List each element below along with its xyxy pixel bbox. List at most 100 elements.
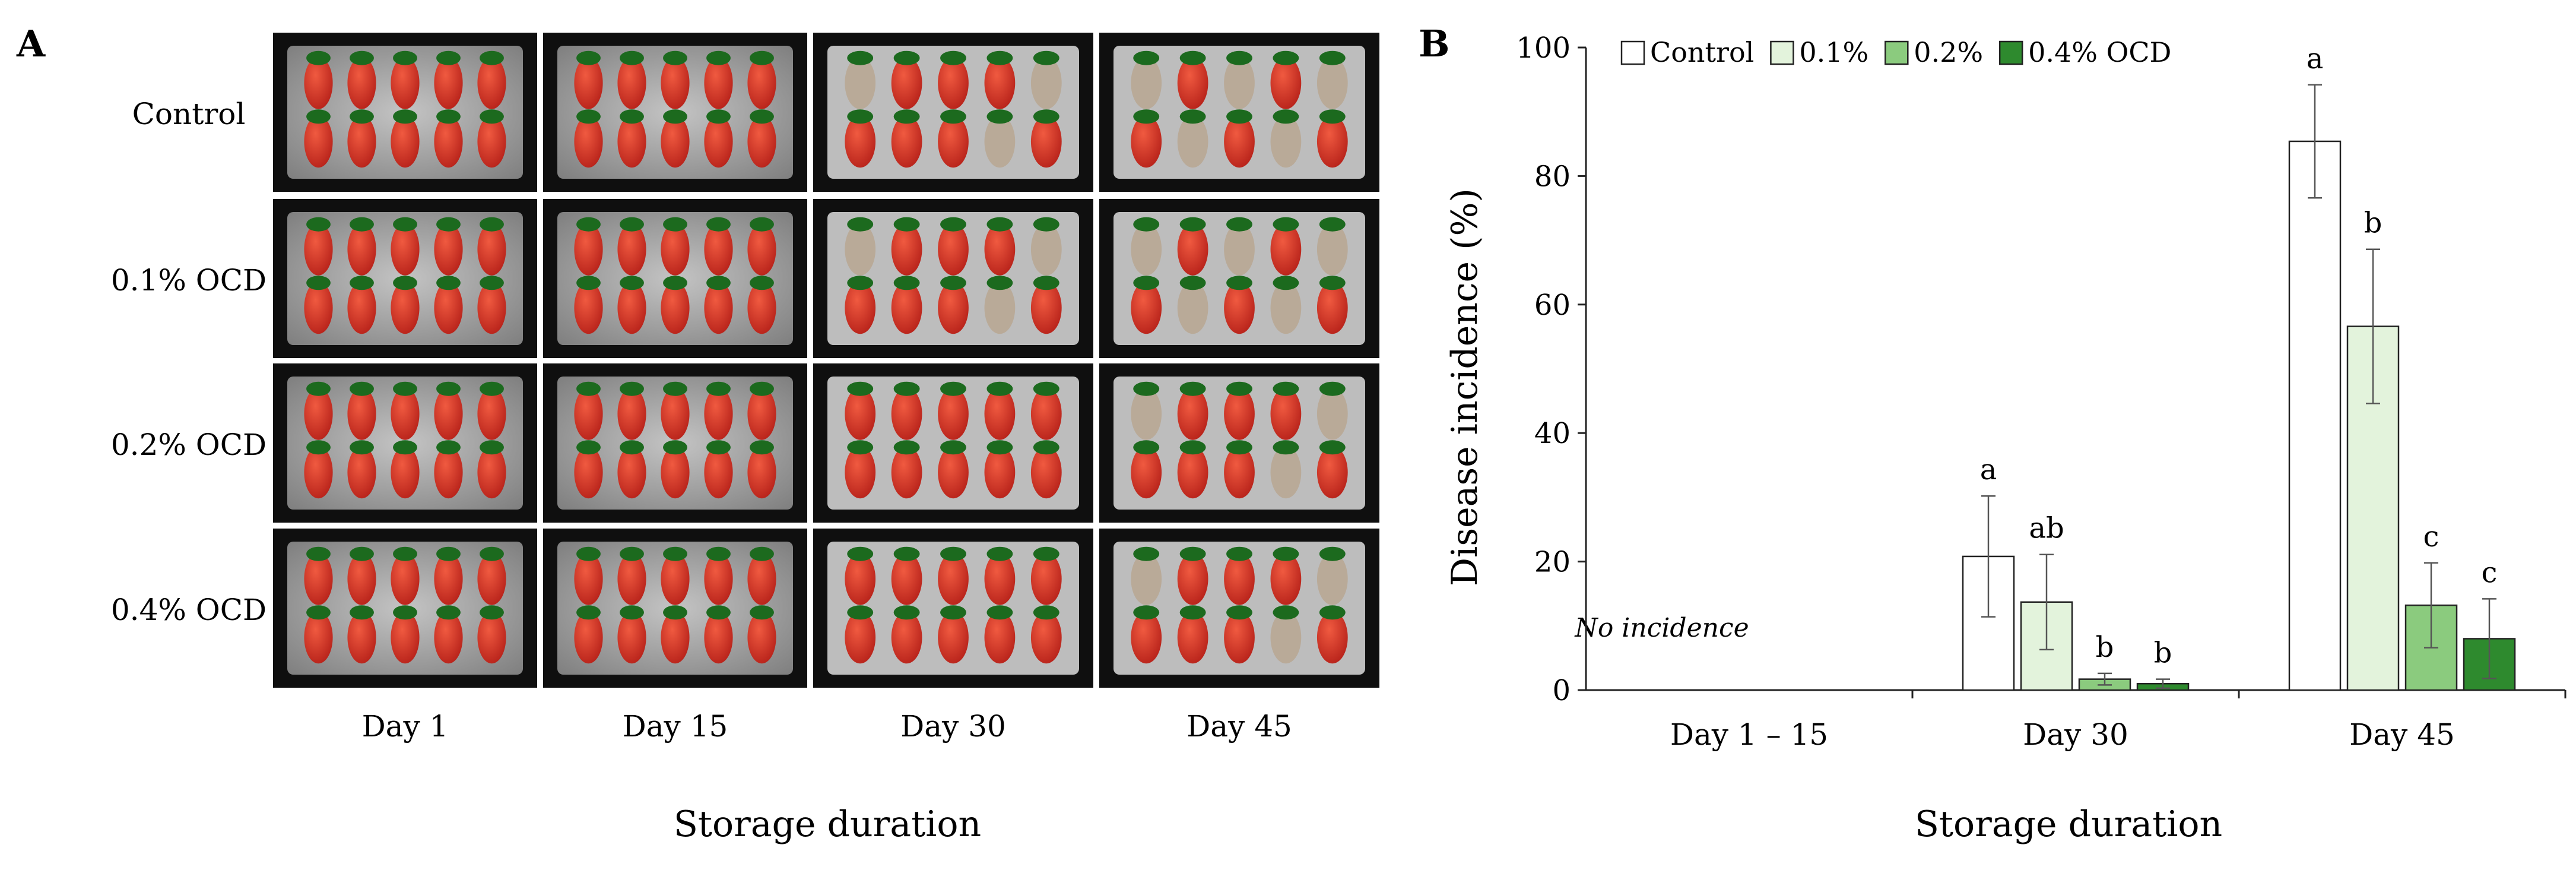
- strawberry-body: [574, 223, 603, 276]
- strawberry-body: [434, 387, 463, 440]
- legend-label: Control: [1650, 36, 1754, 68]
- strawberry-body: [304, 223, 333, 276]
- strawberry-calyx: [1179, 440, 1206, 455]
- strawberry: [1270, 381, 1302, 440]
- strawberry: [845, 605, 876, 664]
- strawberry-body: [1131, 387, 1162, 440]
- strawberry-body: [984, 281, 1016, 334]
- strawberry-calyx: [986, 217, 1013, 232]
- legend-swatch: [1770, 40, 1794, 65]
- strawberry-calyx: [1179, 217, 1206, 232]
- strawberry: [1270, 50, 1302, 109]
- strawberry-calyx: [663, 546, 687, 561]
- strawberry: [347, 276, 376, 334]
- strawberry-body: [1316, 281, 1348, 334]
- strawberry-calyx: [663, 605, 687, 620]
- strawberry: [661, 109, 690, 168]
- strawberry: [477, 276, 506, 334]
- strawberry-body: [1030, 611, 1062, 664]
- strawberry: [1131, 605, 1162, 664]
- strawberry: [938, 381, 969, 440]
- strawberry-calyx: [350, 440, 374, 455]
- photo-cell: [813, 33, 1093, 192]
- strawberry: [704, 217, 733, 276]
- strawberry-calyx: [706, 50, 731, 65]
- strawberry-body: [938, 223, 969, 276]
- strawberry-calyx: [1319, 440, 1346, 455]
- strawberry: [1177, 546, 1208, 605]
- strawberry-calyx: [306, 381, 331, 396]
- strawberry-calyx: [706, 546, 731, 561]
- strawberry-body: [347, 387, 376, 440]
- strawberry-calyx: [480, 276, 504, 290]
- strawberry-calyx: [893, 440, 920, 455]
- strawberry-body: [984, 223, 1016, 276]
- strawberry-calyx: [663, 381, 687, 396]
- strawberry-body: [661, 611, 690, 664]
- strawberry-body: [1030, 446, 1062, 499]
- x-tick-label: Day 45: [2349, 717, 2455, 752]
- strawberry: [891, 50, 922, 109]
- strawberry-body: [1224, 223, 1255, 276]
- strawberry-body: [845, 281, 876, 334]
- strawberry-calyx: [706, 605, 731, 620]
- strawberry: [704, 381, 733, 440]
- strawberry-calyx: [350, 217, 374, 232]
- strawberry-calyx: [706, 440, 731, 455]
- strawberry: [661, 217, 690, 276]
- strawberry-body: [1316, 387, 1348, 440]
- strawberry: [304, 276, 333, 334]
- strawberry-body: [938, 115, 969, 168]
- strawberry: [304, 50, 333, 109]
- panel-a-xlabel: Storage duration: [674, 804, 981, 845]
- strawberry-calyx: [663, 217, 687, 232]
- photo-cell: [1099, 529, 1379, 688]
- strawberry-calyx: [620, 546, 644, 561]
- strawberry: [347, 217, 376, 276]
- strawberry: [984, 217, 1016, 276]
- strawberry-body: [617, 446, 646, 499]
- significance-letter: ab: [2029, 512, 2064, 545]
- strawberry-calyx: [986, 605, 1013, 620]
- strawberry: [1224, 276, 1255, 334]
- strawberry-body: [1316, 611, 1348, 664]
- strawberry-calyx: [1133, 381, 1160, 396]
- strawberry-body: [617, 115, 646, 168]
- strawberry-body: [704, 552, 733, 605]
- strawberry-calyx: [480, 50, 504, 65]
- strawberry: [1224, 546, 1255, 605]
- strawberry-body: [938, 387, 969, 440]
- strawberry: [434, 381, 463, 440]
- strawberry-calyx: [1226, 109, 1252, 124]
- strawberry-body: [391, 115, 420, 168]
- strawberry-calyx: [393, 217, 417, 232]
- strawberry: [1224, 109, 1255, 168]
- strawberry-body: [1270, 223, 1302, 276]
- strawberry: [391, 381, 420, 440]
- strawberry-body: [1131, 56, 1162, 109]
- strawberry-calyx: [986, 109, 1013, 124]
- strawberry-calyx: [1133, 546, 1160, 561]
- panel-b-letter: B: [1419, 22, 1449, 65]
- strawberry-body: [574, 611, 603, 664]
- strawberry-body: [1270, 611, 1302, 664]
- strawberry-body: [1131, 115, 1162, 168]
- strawberry-body: [1030, 223, 1062, 276]
- strawberry-body: [747, 552, 776, 605]
- strawberry-calyx: [436, 381, 461, 396]
- strawberry: [938, 440, 969, 499]
- strawberry: [391, 605, 420, 664]
- strawberry-calyx: [480, 605, 504, 620]
- column-label: Day 1: [362, 709, 449, 744]
- chart-ylabel: Disease incidence (%): [1444, 188, 1486, 586]
- strawberry-calyx: [393, 605, 417, 620]
- strawberry-body: [661, 223, 690, 276]
- strawberry-calyx: [306, 605, 331, 620]
- strawberry-body: [347, 281, 376, 334]
- strawberry: [747, 381, 776, 440]
- strawberry: [1030, 546, 1062, 605]
- photo-cell: [543, 363, 807, 523]
- strawberry: [747, 217, 776, 276]
- strawberry-body: [891, 552, 922, 605]
